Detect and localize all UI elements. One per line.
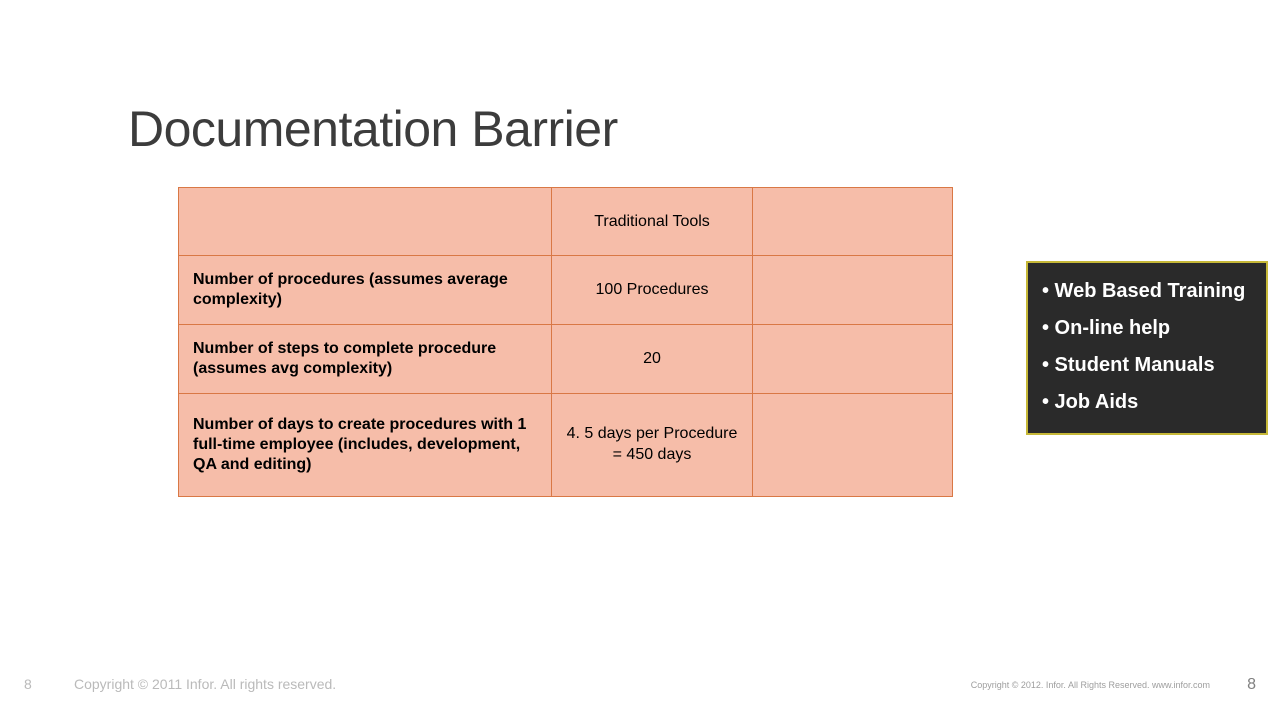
callout-item: • Job Aids — [1042, 390, 1252, 415]
row-label: Number of steps to complete procedure (a… — [179, 325, 552, 394]
row-empty — [753, 325, 953, 394]
header-cell-traditional: Traditional Tools — [552, 188, 753, 256]
callout-item: • On-line help — [1042, 316, 1252, 341]
comparison-table: Traditional Tools Number of procedures (… — [178, 187, 953, 497]
callout-item: • Web Based Training — [1042, 279, 1252, 304]
table-row: Number of days to create procedures with… — [179, 394, 953, 497]
footer-copyright-right: Copyright © 2012. Infor. All Rights Rese… — [971, 680, 1210, 690]
row-empty — [753, 394, 953, 497]
slide-title: Documentation Barrier — [128, 100, 618, 158]
slide-container: Documentation Barrier Traditional Tools … — [0, 0, 1280, 720]
footer-page-num-left: 8 — [24, 676, 32, 692]
table-row: Number of procedures (assumes average co… — [179, 256, 953, 325]
callout-item: • Student Manuals — [1042, 353, 1252, 378]
row-empty — [753, 256, 953, 325]
row-value: 100 Procedures — [552, 256, 753, 325]
row-label: Number of procedures (assumes average co… — [179, 256, 552, 325]
table-row: Number of steps to complete procedure (a… — [179, 325, 953, 394]
row-value: 20 — [552, 325, 753, 394]
callout-box: • Web Based Training • On-line help • St… — [1026, 261, 1268, 435]
footer-copyright-left: Copyright © 2011 Infor. All rights reser… — [74, 676, 336, 692]
row-value: 4. 5 days per Procedure = 450 days — [552, 394, 753, 497]
footer-page-num-right: 8 — [1247, 676, 1256, 694]
header-cell-blank — [753, 188, 953, 256]
table-header-row: Traditional Tools — [179, 188, 953, 256]
row-label: Number of days to create procedures with… — [179, 394, 552, 497]
header-cell-empty — [179, 188, 552, 256]
